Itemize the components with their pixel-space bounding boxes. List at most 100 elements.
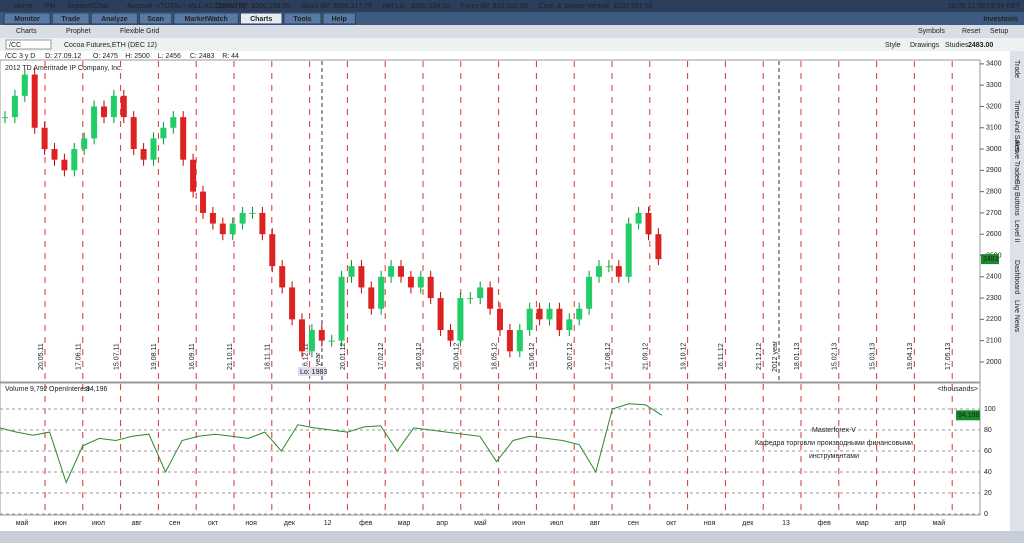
date-label: 17.06.11 <box>76 343 83 370</box>
tab-label[interactable]: Tools <box>293 16 311 23</box>
subtab[interactable]: Prophet <box>66 28 91 35</box>
units: <thousands> <box>938 386 978 393</box>
side-tab[interactable]: Dashboard <box>1013 260 1020 294</box>
candle <box>61 159 68 171</box>
home-button[interactable]: Home <box>14 3 33 10</box>
candle <box>279 266 286 288</box>
candle <box>120 95 127 118</box>
candle <box>566 319 573 331</box>
y-tick-label: 0 <box>984 511 988 518</box>
side-tab[interactable]: Live News <box>1013 300 1020 333</box>
y-tick-label: 60 <box>984 448 992 455</box>
tab[interactable] <box>51 12 90 25</box>
candle <box>229 223 236 235</box>
button[interactable]: Setup <box>990 28 1008 35</box>
last-price: 2483.00 <box>968 42 993 49</box>
tab-label[interactable]: MarketWatch <box>184 16 227 23</box>
symbol-desc: Cocoa Futures,ETH (DEC 12) <box>64 42 157 49</box>
candle <box>21 74 28 96</box>
x-tick-label: мар <box>398 520 411 527</box>
tab-label[interactable]: Trade <box>61 16 80 23</box>
date-label: 18.05.12 <box>491 343 498 370</box>
account-label: Account <box>127 3 152 10</box>
subtab[interactable]: Flexible Grid <box>120 28 159 35</box>
header-field: L: 2456 <box>158 53 181 60</box>
y-tick-label: 20 <box>984 490 992 497</box>
candle <box>170 117 177 128</box>
x-tick-label: ноя <box>704 520 716 527</box>
tool-button[interactable]: Drawings <box>910 42 940 49</box>
symbol[interactable]: /CC <box>9 42 21 49</box>
button[interactable]: Symbols <box>918 28 945 35</box>
x-tick-label: мар <box>856 520 869 527</box>
candle <box>209 212 216 224</box>
tab-label[interactable]: Help <box>332 16 347 23</box>
tab-label[interactable]: Monitor <box>14 16 40 23</box>
tool-button[interactable]: Style <box>885 42 901 49</box>
low-tag <box>298 367 326 376</box>
watermark: Кафедра торговли производными финансовым… <box>755 440 913 447</box>
candle <box>487 287 494 309</box>
support-button[interactable]: Support/Chat <box>67 3 108 10</box>
side-tab[interactable]: Active Trader <box>1013 140 1020 182</box>
pm-button[interactable]: PM <box>45 3 56 10</box>
candle <box>447 330 454 341</box>
date-label: 21.12.12 <box>756 343 763 370</box>
balance-value: $10,000.00 <box>493 3 528 10</box>
bottom-bar <box>0 531 1024 543</box>
side-tab[interactable]: Trade <box>1013 60 1020 78</box>
candle <box>81 138 88 150</box>
candle <box>457 298 464 341</box>
candle <box>477 287 484 299</box>
tab[interactable] <box>239 12 283 25</box>
oi-tag-label: 94,196 <box>958 412 980 419</box>
x-tick-label: май <box>16 519 29 527</box>
balance-value: $300,317.79 <box>333 3 372 10</box>
investools-link[interactable]: Investools <box>983 16 1018 23</box>
candle <box>41 127 48 150</box>
account-select[interactable]: <TOTAL> (ALL ACCOUNTS) <box>156 3 246 10</box>
tab-label[interactable]: Analyze <box>101 16 128 23</box>
x-tick-label: дек <box>742 520 754 527</box>
subtab[interactable]: Charts <box>16 28 37 35</box>
date-label: 17.05.13 <box>945 343 952 370</box>
candle <box>596 266 602 277</box>
x-tick-label: 13 <box>782 520 790 527</box>
candle <box>635 212 642 224</box>
side-bar <box>1010 51 1024 531</box>
candle <box>398 266 404 277</box>
x-tick-label: июл <box>550 520 563 527</box>
date-label: 18.11.11 <box>265 344 272 370</box>
side-tab[interactable]: Big Buttons <box>1013 180 1020 216</box>
tab[interactable] <box>173 12 239 25</box>
x-tick-label: окт <box>208 520 219 527</box>
side-tab[interactable]: Level II <box>1013 220 1020 243</box>
y-tick-label: 3300 <box>986 82 1002 89</box>
candle <box>150 138 157 160</box>
date-label: 19.10.12 <box>680 343 687 370</box>
x-tick-label: дек <box>284 520 296 527</box>
tab-label[interactable]: Charts <box>250 16 272 23</box>
x-tick-label: 12 <box>324 520 332 527</box>
x-tick-label: апр <box>895 520 907 527</box>
candle <box>437 298 444 331</box>
tool-button[interactable]: Studies <box>945 42 969 49</box>
tab[interactable] <box>283 12 322 25</box>
symbol-input[interactable] <box>5 39 52 50</box>
button[interactable]: Reset <box>962 28 980 35</box>
date-label: 18.01.13 <box>794 343 801 370</box>
tab[interactable] <box>3 12 51 25</box>
tab[interactable] <box>138 12 173 25</box>
side-tab[interactable]: Times And Sales <box>1013 100 1020 153</box>
candle <box>71 149 78 171</box>
tab[interactable] <box>322 12 356 25</box>
tab[interactable] <box>90 12 138 25</box>
candle <box>625 223 632 277</box>
x-tick-label: ноя <box>245 520 257 527</box>
date-label: 19.04.13 <box>907 343 914 370</box>
candle <box>407 276 414 288</box>
tab-label[interactable]: Scan <box>147 16 164 23</box>
balance-label: Stock BP <box>301 3 330 10</box>
candle <box>31 74 38 128</box>
y-tick-label: 2300 <box>986 295 1002 302</box>
